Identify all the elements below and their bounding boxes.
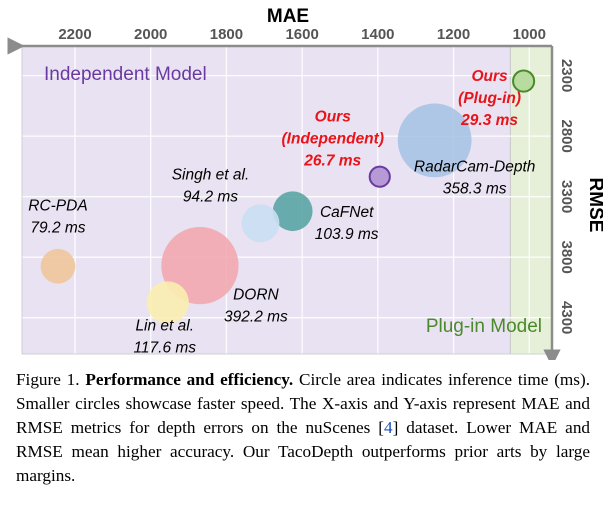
- region-label-plugin: Plug-in Model: [426, 316, 542, 337]
- x-tick-label: 1000: [513, 26, 546, 43]
- point-time-label: 94.2 ms: [183, 188, 238, 205]
- point-name-label: Singh et al.: [172, 166, 250, 183]
- labels-layer: Independent Model Plug-in Model RC-PDA 79.2…: [28, 64, 542, 357]
- axes-layer: MAE RMSE 2200 2000 1800 1600 1400 1200 1000 2300 2…: [7, 6, 603, 360]
- point-name-label: CaFNet: [320, 204, 374, 221]
- y-tick-label: 3300: [558, 180, 575, 213]
- x-tick-label: 1200: [437, 26, 470, 43]
- bubble-cafnet: [272, 191, 313, 232]
- caption-reference-link[interactable]: 4: [384, 418, 393, 437]
- point-name-label: (Independent): [282, 131, 384, 148]
- point-label: Singh et al. 94.2 ms: [172, 166, 250, 205]
- point-label: RadarCam-Depth 358.3 ms: [414, 158, 535, 197]
- caption-text-1: Circle area indicates inference time (ms…: [16, 370, 591, 437]
- caption-figure-label: Figure 1.: [16, 370, 80, 389]
- point-label: CaFNet 103.9 ms: [315, 204, 379, 243]
- point-label: Lin et al. 117.6 ms: [133, 318, 196, 357]
- y-tick-label: 2800: [558, 119, 575, 152]
- point-time-label: 29.3 ms: [460, 112, 518, 129]
- x-tick-label: 2200: [58, 26, 91, 43]
- point-name-label: (Plug-in): [458, 90, 521, 107]
- x-tick-label: 1400: [361, 26, 394, 43]
- bubbles-layer: [40, 69, 536, 324]
- y-axis-label: RMSE: [585, 178, 603, 233]
- caption-text-2: ] dataset. Lower MAE and RMSE mean highe…: [16, 418, 591, 485]
- bubble-lin-et-al: [146, 281, 189, 324]
- regions-layer: [22, 46, 552, 354]
- bubble-ours-plug-in: [512, 69, 536, 93]
- region-plugin: [510, 46, 552, 354]
- bubble-singh-et-al: [241, 204, 280, 243]
- region-independent: [22, 46, 511, 354]
- point-time-label: 392.2 ms: [224, 309, 288, 326]
- point-label: DORN 392.2 ms: [224, 287, 288, 326]
- point-label: RC-PDA 79.2 ms: [28, 197, 87, 236]
- caption-title: Performance and efficiency.: [85, 370, 294, 389]
- bubble-rc-pda: [40, 248, 76, 284]
- x-tick-label: 1800: [210, 26, 243, 43]
- point-name-label: DORN: [233, 287, 279, 304]
- y-tick-label: 4300: [558, 301, 575, 334]
- point-time-label: 117.6 ms: [133, 340, 196, 357]
- bubble-chart: MAE RMSE 2200 2000 1800 1600 1400 1200 1000 2300 2…: [7, 6, 603, 360]
- point-name-label: Ours: [472, 68, 509, 85]
- y-tick-label: 2300: [558, 59, 575, 92]
- point-time-label: 103.9 ms: [315, 226, 379, 243]
- point-label: Ours (Independent) 26.7 ms: [282, 109, 384, 170]
- x-axis-label: MAE: [267, 6, 309, 27]
- point-time-label: 358.3 ms: [443, 180, 507, 197]
- bubble-ours-independent: [368, 165, 391, 188]
- figure-caption: Figure 1. Performance and efficiency. Ci…: [16, 368, 590, 488]
- bubble-dorn: [161, 227, 239, 305]
- y-tick-label: 3800: [558, 240, 575, 273]
- point-label: Ours (Plug-in) 29.3 ms: [458, 68, 521, 129]
- bubble-radarcam-depth: [397, 103, 472, 178]
- x-tick-label: 1600: [285, 26, 318, 43]
- point-time-label: 26.7 ms: [303, 153, 361, 170]
- point-name-label: Ours: [315, 109, 352, 126]
- point-name-label: Lin et al.: [135, 318, 194, 335]
- region-label-independent: Independent Model: [44, 64, 207, 85]
- point-name-label: RadarCam-Depth: [414, 158, 535, 175]
- x-tick-label: 2000: [134, 26, 167, 43]
- point-name-label: RC-PDA: [28, 197, 87, 214]
- point-time-label: 79.2 ms: [30, 219, 85, 236]
